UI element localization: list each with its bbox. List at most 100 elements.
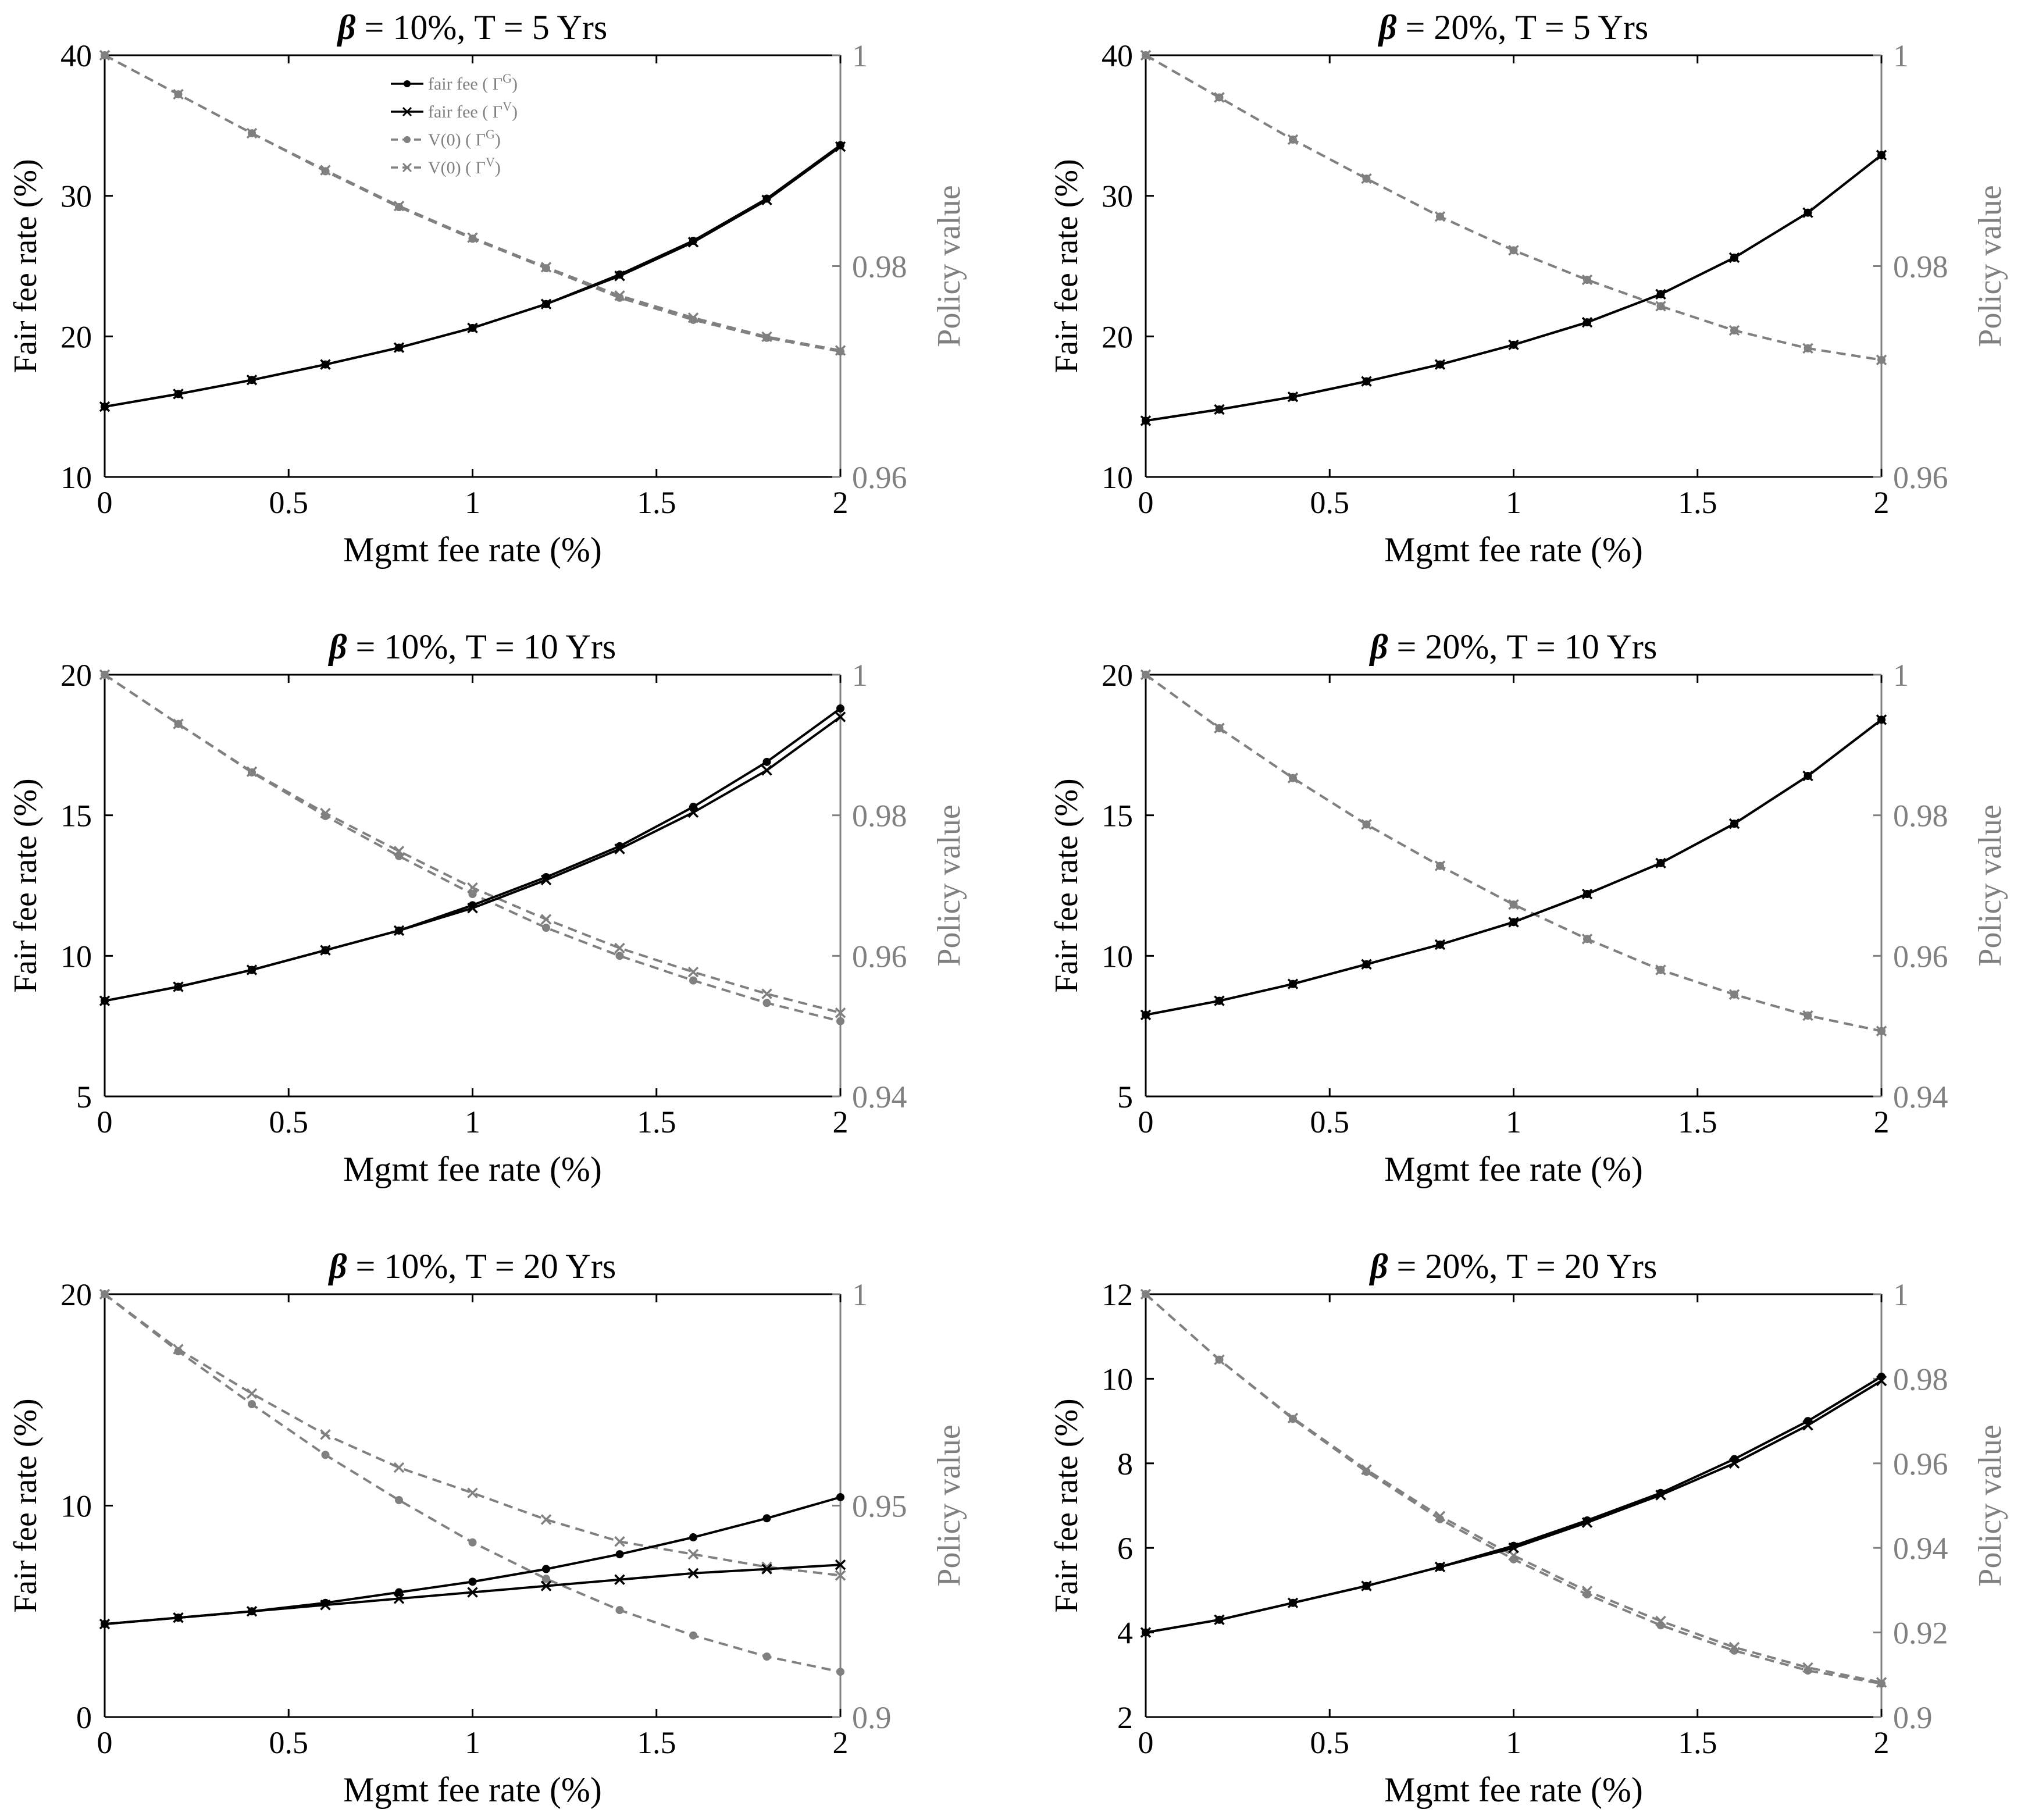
x-tick-label: 0.5 [269,1725,309,1760]
data-point-dot [395,1588,403,1597]
chart-panel-3: β = 10%, T = 10 Yrs 0 0.5 1 1.5 2 5 10 15 20 0.94 0… [8,628,967,1188]
data-point-x [1655,964,1666,975]
data-point-x [1728,1641,1740,1653]
data-point-x [1287,134,1299,145]
data-point-x [246,127,258,139]
x-tick-label: 2 [833,485,849,520]
data-point-x [761,1563,772,1575]
data-point-x [246,1388,258,1399]
data-point-x [1728,1458,1740,1469]
title-symbol: β [328,628,347,666]
y-tick-label: 5 [76,1080,92,1114]
data-point-x [835,141,846,152]
x-tick-label: 1 [465,1105,480,1139]
data-point-x [1581,274,1593,286]
data-point-x [1214,404,1225,415]
data-point-x [1214,722,1225,734]
legend-main: V(0) ( [428,158,476,177]
x-axis-label: Mgmt fee rate (%) [1384,1771,1643,1809]
data-point-x [393,846,405,857]
x-axis-label: Mgmt fee rate (%) [1384,530,1643,569]
series-line-4 [1145,674,1882,1032]
data-point-x [1214,995,1225,1006]
data-point-x [99,669,111,681]
series-line-4 [104,1293,841,1577]
chart-title: β = 10%, T = 20 Yrs [328,1247,616,1285]
legend-entry-2: fair fee ( ΓV) [428,99,518,122]
data-point-x [835,711,846,722]
data-point-x [1655,301,1666,312]
x-tick-label: 1.5 [637,485,676,520]
y-tick-label: 20 [1102,658,1133,693]
series-line-2 [1145,154,1883,422]
data-point-x [1802,343,1813,354]
data-point-x [614,270,625,282]
data-point-x [1140,1288,1152,1300]
title-text: = 10%, T = 5 Yrs [356,8,608,47]
x-axis-label: Mgmt fee rate (%) [343,1150,602,1188]
series-line-3 [1145,674,1882,1032]
data-point-dot [615,1606,624,1615]
y2-tick-label: 0.9 [852,1700,892,1735]
y2-tick-label: 0.96 [1893,460,1948,495]
data-point-x [761,194,772,206]
y-tick-label: 10 [1102,460,1133,495]
data-point-x [1802,1662,1813,1673]
data-point-x [761,988,772,999]
title-symbol: β [328,1247,347,1285]
data-point-x [1728,252,1740,263]
y-tick-label: 15 [60,799,92,834]
data-point-x [173,718,184,729]
data-point-x [1728,818,1740,829]
y-tick-label: 5 [1117,1080,1133,1114]
y-tick-label: 12 [1102,1277,1133,1312]
y2-tick-label: 1 [1893,1277,1909,1312]
y2-axis-label: Policy value [931,185,967,347]
data-point-x [687,1568,699,1579]
x-axis-label: Mgmt fee rate (%) [343,1771,602,1809]
data-point-x [173,88,184,100]
y-tick-label: 10 [60,1489,92,1524]
chart-panel-6: β = 20%, T = 20 Yrs 0 0.5 1 1.5 2 2 4 6 8 10 12 0.9 0… [1049,1247,2008,1809]
legend-symbol: Γ [493,102,502,122]
data-point-x [614,1536,625,1547]
chart-title: β = 20%, T = 5 Yrs [1378,8,1648,47]
x-tick-label: 1.5 [637,1105,676,1139]
data-point-x [393,200,405,212]
series-line-4 [1145,1293,1882,1684]
x-tick-label: 0 [97,485,113,520]
x-tick-label: 0.5 [269,485,309,520]
series-line-4 [104,54,841,352]
data-point-x [246,1606,258,1617]
chart-title: β = 10%, T = 10 Yrs [328,628,616,666]
data-point-x [1434,860,1446,871]
chart-title: β = 20%, T = 20 Yrs [1369,1247,1657,1285]
x-tick-label: 2 [1874,485,1890,520]
data-point-x [761,765,772,776]
data-point-x [1287,1412,1299,1424]
y2-tick-label: 1 [1893,38,1909,73]
data-point-x [1655,289,1666,300]
y2-tick-label: 0.9 [1893,1700,1933,1735]
y2-axis-label: Policy value [1972,185,2008,347]
y-tick-label: 20 [60,319,92,354]
data-point-x [467,322,478,334]
data-point-x [1876,714,1887,725]
x-tick-label: 0 [1138,1105,1154,1139]
data-point-x [1140,1627,1152,1638]
series-line-2 [104,715,842,1002]
title-text: = 10%, T = 10 Yrs [347,628,616,666]
data-point-x [1434,1561,1446,1573]
data-point-x [1876,1025,1887,1037]
data-point-dot [689,976,697,985]
y2-tick-label: 1 [852,38,868,73]
legend-marker-x [402,106,412,117]
data-point-x [393,342,405,353]
data-point-x [1508,899,1519,910]
data-point-x [1655,1490,1666,1501]
data-point-x [1508,339,1519,351]
y-axis-label: Fair fee rate (%) [1049,159,1085,373]
data-point-x [1361,1580,1372,1591]
data-point-x [1876,1677,1887,1688]
data-point-x [540,1514,552,1525]
